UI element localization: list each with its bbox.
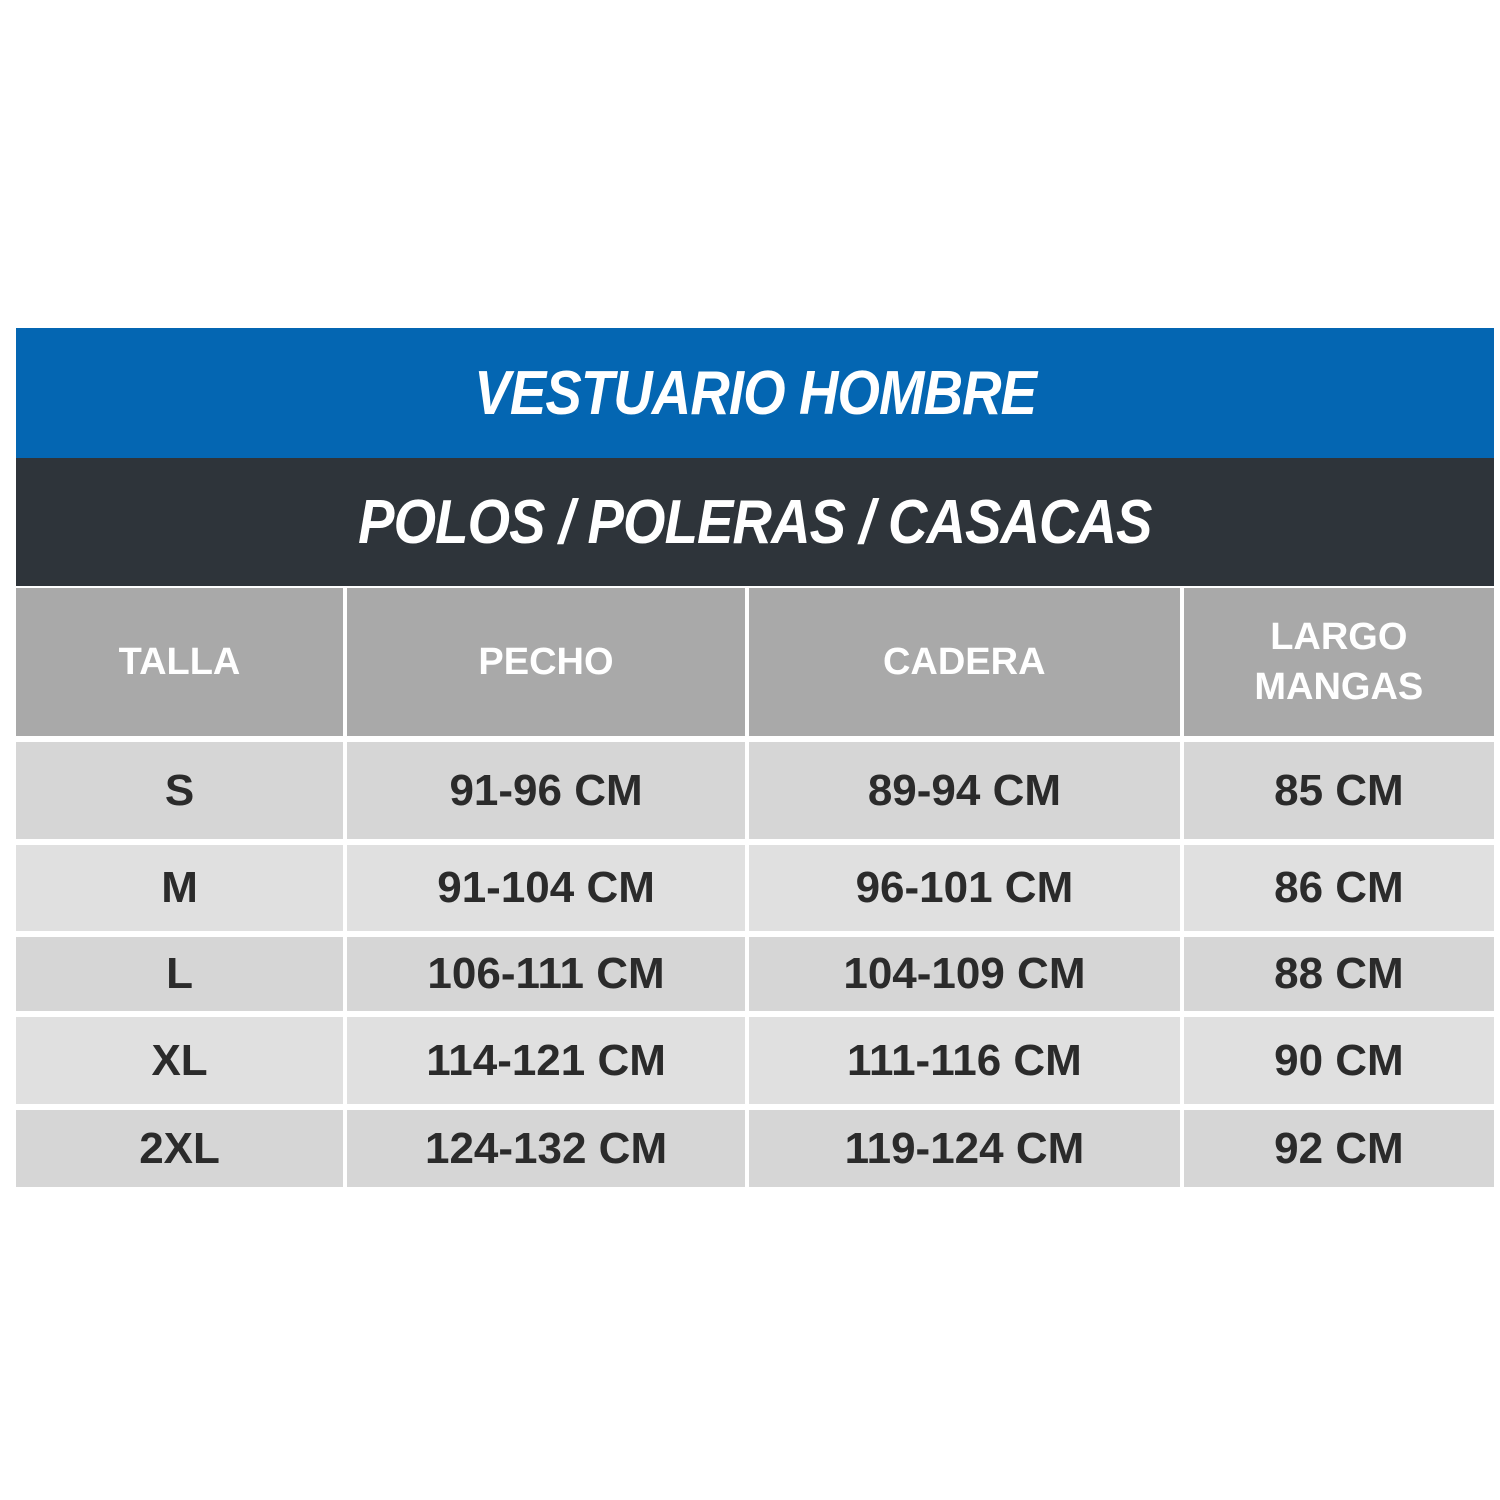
table-row: XL 114-121 CM 111-116 CM 90 CM [16, 1017, 1494, 1104]
cell-pecho: 91-104 CM [347, 845, 746, 931]
cell-pecho: 124-132 CM [347, 1110, 746, 1187]
table-row: 2XL 124-132 CM 119-124 CM 92 CM [16, 1110, 1494, 1187]
cell-cadera: 111-116 CM [749, 1017, 1180, 1104]
table-row: L 106-111 CM 104-109 CM 88 CM [16, 937, 1494, 1011]
cell-pecho: 106-111 CM [347, 937, 746, 1011]
subtitle-band: POLOS / POLERAS / CASACAS [16, 458, 1494, 586]
cell-cadera: 89-94 CM [749, 742, 1180, 839]
column-header-largo-mangas: LARGO MANGAS [1183, 588, 1494, 736]
cell-largo-mangas: 85 CM [1183, 742, 1494, 839]
cell-talla: S [16, 742, 344, 839]
cell-talla: 2XL [16, 1110, 344, 1187]
cell-cadera: 96-101 CM [749, 845, 1180, 931]
cell-pecho: 91-96 CM [347, 742, 746, 839]
cell-largo-mangas: 88 CM [1183, 937, 1494, 1011]
cell-pecho: 114-121 CM [347, 1017, 746, 1104]
cell-talla: M [16, 845, 344, 931]
cell-largo-mangas: 90 CM [1183, 1017, 1494, 1104]
size-chart: VESTUARIO HOMBRE POLOS / POLERAS / CASAC… [16, 328, 1494, 1187]
cell-cadera: 119-124 CM [749, 1110, 1180, 1187]
column-header-cadera: CADERA [748, 588, 1180, 736]
cell-largo-mangas: 86 CM [1183, 845, 1494, 931]
cell-cadera: 104-109 CM [749, 937, 1180, 1011]
table-row: S 91-96 CM 89-94 CM 85 CM [16, 742, 1494, 839]
chart-subtitle: POLOS / POLERAS / CASACAS [358, 487, 1152, 557]
table-row: M 91-104 CM 96-101 CM 86 CM [16, 845, 1494, 931]
column-header-talla: TALLA [16, 588, 344, 736]
cell-talla: L [16, 937, 344, 1011]
column-header-pecho: PECHO [347, 588, 745, 736]
cell-largo-mangas: 92 CM [1183, 1110, 1494, 1187]
title-band: VESTUARIO HOMBRE [16, 328, 1494, 458]
chart-title: VESTUARIO HOMBRE [474, 358, 1037, 428]
header-row: TALLA PECHO CADERA LARGO MANGAS [16, 588, 1494, 736]
table-body: S 91-96 CM 89-94 CM 85 CM M 91-104 CM 96-101 C… [16, 736, 1494, 1187]
cell-talla: XL [16, 1017, 344, 1104]
